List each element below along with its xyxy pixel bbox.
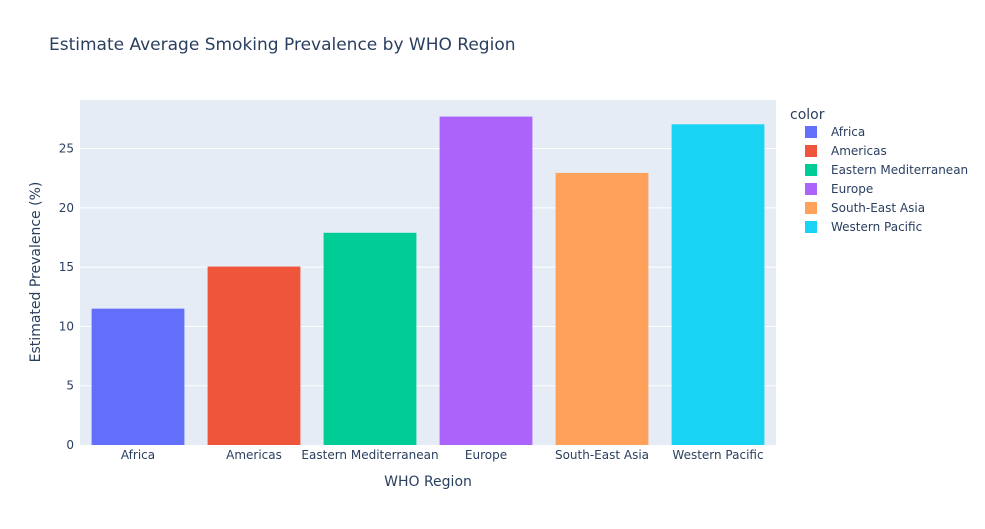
y-tick-label: 15 — [59, 260, 74, 274]
x-tick-label: South-East Asia — [555, 448, 649, 462]
x-tick-label: Africa — [121, 448, 155, 462]
x-tick-label: Europe — [465, 448, 507, 462]
y-tick-label: 10 — [59, 319, 74, 333]
legend-item[interactable]: South-East Asia — [805, 201, 925, 215]
legend-item[interactable]: Americas — [805, 144, 887, 158]
x-axis-title: WHO Region — [384, 474, 472, 490]
legend-label: Western Pacific — [831, 220, 922, 234]
legend-swatch — [805, 202, 817, 214]
legend-items: Africa Americas Eastern Mediterranean Europ… — [805, 125, 968, 234]
legend-label: Eastern Mediterranean — [831, 163, 968, 177]
chart-title: Estimate Average Smoking Prevalence by W… — [49, 35, 516, 55]
legend-swatch — [805, 145, 817, 157]
legend-label: Europe — [831, 182, 873, 196]
legend-swatch — [805, 126, 817, 138]
bar-western-pacific[interactable] — [671, 124, 765, 445]
legend-title: color — [790, 107, 825, 123]
legend: color Africa Americas Eastern Mediterranea… — [790, 107, 968, 234]
legend-item[interactable]: Africa — [805, 125, 865, 139]
legend-item[interactable]: Europe — [805, 182, 873, 196]
bar-south-east-asia[interactable] — [555, 172, 649, 446]
bar-africa[interactable] — [91, 308, 185, 445]
legend-label: South-East Asia — [831, 201, 925, 215]
bar-americas[interactable] — [207, 266, 301, 445]
bar-eastern-mediterranean[interactable] — [323, 232, 417, 445]
bar-europe[interactable] — [439, 116, 533, 446]
bars — [91, 116, 765, 446]
legend-item[interactable]: Eastern Mediterranean — [805, 163, 968, 177]
legend-label: Americas — [831, 144, 887, 158]
plot-area — [80, 100, 776, 445]
gridlines — [80, 148, 776, 387]
y-tick-label: 5 — [66, 379, 74, 393]
x-tick-label: Eastern Mediterranean — [301, 448, 438, 462]
x-tick-labels: Africa Americas Eastern Mediterranean Europ… — [121, 448, 764, 462]
legend-item[interactable]: Western Pacific — [805, 220, 922, 234]
legend-swatch — [805, 183, 817, 195]
legend-label: Africa — [831, 125, 865, 139]
x-tick-label: Americas — [226, 448, 282, 462]
legend-swatch — [805, 221, 817, 233]
y-axis-title: Estimated Prevalence (%) — [28, 182, 44, 363]
y-tick-labels: 0 5 10 15 20 25 — [59, 142, 74, 452]
y-tick-label: 25 — [59, 142, 74, 156]
x-tick-label: Western Pacific — [672, 448, 763, 462]
legend-swatch — [805, 164, 817, 176]
y-tick-label: 0 — [66, 438, 74, 452]
y-tick-label: 20 — [59, 201, 74, 215]
